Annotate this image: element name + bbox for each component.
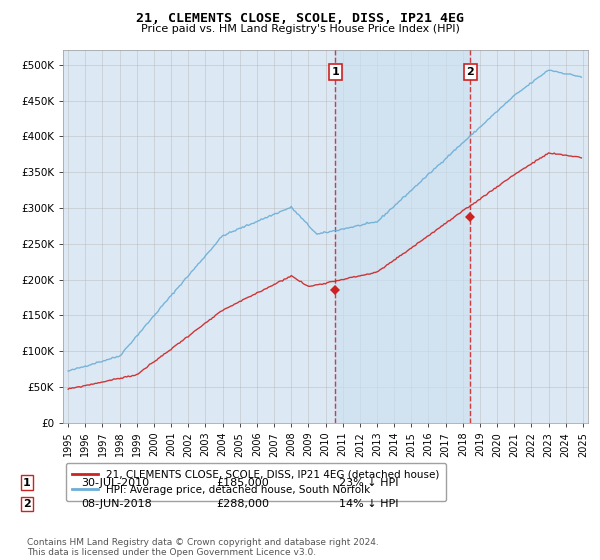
Text: 23% ↓ HPI: 23% ↓ HPI [339, 478, 398, 488]
Text: 08-JUN-2018: 08-JUN-2018 [81, 499, 152, 509]
Text: Price paid vs. HM Land Registry's House Price Index (HPI): Price paid vs. HM Land Registry's House … [140, 24, 460, 34]
Text: Contains HM Land Registry data © Crown copyright and database right 2024.
This d: Contains HM Land Registry data © Crown c… [27, 538, 379, 557]
Text: 14% ↓ HPI: 14% ↓ HPI [339, 499, 398, 509]
Text: £288,000: £288,000 [216, 499, 269, 509]
Text: 2: 2 [466, 67, 474, 77]
Text: 21, CLEMENTS CLOSE, SCOLE, DISS, IP21 4EG: 21, CLEMENTS CLOSE, SCOLE, DISS, IP21 4E… [136, 12, 464, 25]
Text: 30-JUL-2010: 30-JUL-2010 [81, 478, 149, 488]
Text: £185,000: £185,000 [216, 478, 269, 488]
Bar [335, 50, 470, 423]
Legend: 21, CLEMENTS CLOSE, SCOLE, DISS, IP21 4EG (detached house), HPI: Average price, : 21, CLEMENTS CLOSE, SCOLE, DISS, IP21 4E… [65, 463, 446, 501]
Text: 1: 1 [23, 478, 31, 488]
Text: 1: 1 [332, 67, 340, 77]
Text: 2: 2 [23, 499, 31, 509]
